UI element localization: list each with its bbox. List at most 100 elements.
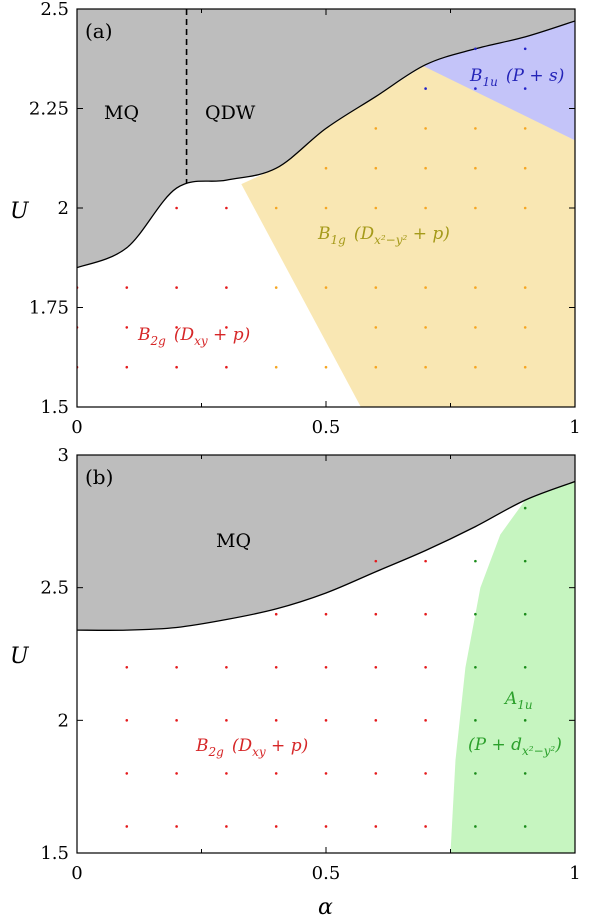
point-b2g (274, 719, 278, 722)
point-b1g (424, 326, 427, 329)
point-a1u (523, 719, 527, 722)
point-a1u (474, 559, 477, 563)
point-a1u (474, 665, 477, 669)
point-b1g (374, 286, 378, 289)
point-b2g (175, 719, 178, 722)
point-b2g (424, 559, 427, 563)
phase-label-b1g: B1g (Dx²−y² + p) (317, 224, 450, 247)
phase-tail: + p) (266, 736, 309, 756)
phase-sub2: xy (194, 334, 208, 348)
point-b1u (474, 47, 477, 51)
phase-body: (P + s) (506, 66, 564, 86)
point-b1u (523, 47, 527, 51)
point-b1g (474, 127, 477, 130)
point-b2g (424, 719, 427, 722)
x-tick-label: 0.5 (312, 863, 341, 884)
point-a1u (523, 772, 527, 775)
panel-b: 0 0.5 1 1.5 2 2.5 3 (b) U α MQ B2g (Dxy + p) A1… (10, 445, 581, 920)
phase-sub: 2g (208, 745, 225, 759)
point-b1g (474, 326, 477, 329)
point-b2g (225, 365, 228, 369)
point-b1u (424, 87, 427, 90)
point-b2g (374, 665, 378, 669)
x-tick-label: 1 (569, 417, 580, 438)
phase-body: (D (354, 224, 375, 244)
point-b2g (125, 772, 129, 775)
point-b2g (225, 772, 228, 775)
point-b2g (175, 326, 178, 329)
y-tick-label: 1.75 (29, 298, 69, 319)
point-b1g (424, 127, 427, 130)
x-tick-label: 0 (71, 417, 82, 438)
point-b2g (374, 719, 378, 722)
point-b2g (225, 206, 228, 210)
point-b1g (324, 286, 328, 289)
point-b2g (324, 719, 328, 722)
region-label-mq-b: MQ (216, 530, 251, 552)
point-b2g (175, 825, 178, 828)
point-b2g (324, 772, 328, 775)
panel-a-tag: (a) (85, 19, 113, 43)
point-b2g (274, 612, 278, 616)
point-b2g (125, 326, 129, 329)
point-b2g (125, 719, 129, 722)
y-tick-label: 2 (58, 710, 69, 731)
point-b2g (175, 206, 178, 210)
point-b1u (523, 87, 527, 90)
point-b2g (374, 772, 378, 775)
point-b1g (274, 286, 278, 289)
y-tick-label: 3 (58, 445, 69, 466)
point-a1u (523, 506, 527, 510)
x-tick-label: 0 (71, 863, 82, 884)
point-b2g (125, 365, 129, 369)
point-b2g (225, 326, 228, 329)
phase-body: (D (174, 325, 195, 345)
point-b2g (374, 825, 378, 828)
point-b1g (274, 365, 278, 369)
point-b2g (175, 665, 178, 669)
point-b2g (274, 772, 278, 775)
phase-boundary-line (77, 480, 575, 631)
phase-main: B (195, 736, 209, 756)
point-b1g (523, 127, 527, 130)
phase-label-b2g-b: B2g (Dxy + p) (195, 736, 308, 759)
point-b1g (424, 166, 427, 170)
phase-tail: + p) (407, 224, 450, 244)
point-b1g (424, 286, 427, 289)
phase-label-b1u: B1u (P + s) (469, 66, 564, 89)
y-tick-label: 2.5 (40, 0, 69, 20)
x-tick-label: 0.5 (312, 417, 341, 438)
phase-main: A (503, 689, 517, 709)
region-label-qdw: QDW (205, 102, 256, 124)
point-b1g (324, 166, 328, 170)
point-b1g (324, 206, 328, 210)
point-b2g (424, 665, 427, 669)
panel-b-tag: (b) (85, 465, 113, 489)
point-b1g (374, 365, 378, 369)
phase-main: B (317, 224, 331, 244)
region-b1u-fill (420, 20, 575, 141)
point-b2g (274, 825, 278, 828)
point-b2g (225, 286, 228, 289)
phase-tail: + p) (208, 325, 251, 345)
point-b2g (374, 612, 378, 616)
phase-label-a1u-body: (P + dx²−y²) (468, 735, 562, 758)
point-b1g (424, 206, 427, 210)
point-b1g (374, 166, 378, 170)
point-b2g (424, 772, 427, 775)
phase-sub2: x²−y² (374, 233, 407, 247)
phase-sub: 1g (331, 233, 347, 247)
y-tick-label: 2.25 (29, 99, 69, 120)
point-b1g (424, 365, 427, 369)
point-a1u (523, 825, 527, 828)
point-b1g (523, 326, 527, 329)
phase-label-b2g-a: B2g (Dxy + p) (137, 325, 250, 348)
y-tick-label: 2 (58, 198, 69, 219)
phase-body: (P + d (468, 735, 522, 755)
panel-a-ylabel: U (10, 199, 30, 224)
point-b2g (175, 365, 178, 369)
phase-sub: 2g (150, 334, 167, 348)
point-b2g (374, 559, 378, 563)
